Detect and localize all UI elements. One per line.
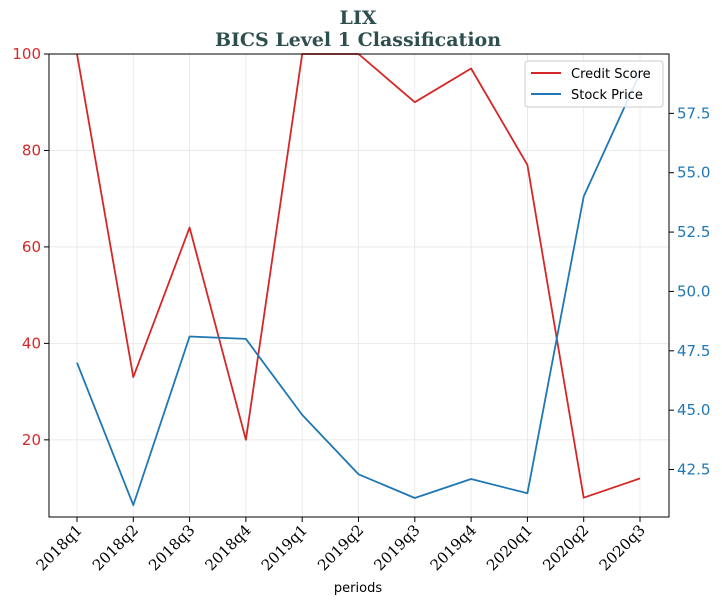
series-line-stock-price xyxy=(76,72,641,507)
x-axis: 2018q1 2018q2 2018q3 2018q4 2019q1 2019q2 2019… xyxy=(33,517,649,574)
right-tick-label: 57.5 xyxy=(677,104,710,122)
chart-title: LIX xyxy=(340,7,377,29)
left-tick-label: 60 xyxy=(22,238,41,256)
right-tick-label: 47.5 xyxy=(677,342,710,360)
left-tick-label: 100 xyxy=(12,45,41,63)
x-axis-label: periods xyxy=(334,581,382,596)
right-tick-label: 52.5 xyxy=(677,223,710,241)
chart-subtitle: BICS Level 1 Classification xyxy=(215,29,501,51)
x-tick-label: 2018q4 xyxy=(201,521,254,574)
left-tick-label: 80 xyxy=(22,141,41,159)
left-tick-label: 20 xyxy=(22,431,41,449)
x-tick-label: 2018q3 xyxy=(145,521,198,574)
x-tick-label: 2018q1 xyxy=(33,521,86,574)
legend-label-credit-score: Credit Score xyxy=(571,67,651,82)
x-tick-label: 2020q3 xyxy=(596,521,649,574)
x-tick-label: 2019q4 xyxy=(427,521,480,574)
left-axis: 20 40 60 80 100 xyxy=(12,45,49,449)
x-tick-label: 2019q3 xyxy=(370,521,423,574)
x-tick-label: 2020q1 xyxy=(483,521,536,574)
left-tick-label: 40 xyxy=(22,334,41,352)
right-tick-label: 42.5 xyxy=(677,461,710,479)
x-tick-label: 2018q2 xyxy=(89,521,142,574)
right-tick-label: 55.0 xyxy=(677,164,710,182)
x-tick-label: 2019q2 xyxy=(314,521,367,574)
right-tick-label: 45.0 xyxy=(677,401,710,419)
right-tick-label: 50.0 xyxy=(677,282,710,300)
x-tick-label: 2020q2 xyxy=(539,521,592,574)
right-axis: 42.5 45.0 47.5 50.0 52.5 55.0 57.5 xyxy=(669,104,710,479)
x-tick-label: 2019q1 xyxy=(258,521,311,574)
legend-label-stock-price: Stock Price xyxy=(571,88,643,103)
grid xyxy=(49,53,669,517)
legend: Credit Score Stock Price xyxy=(524,60,664,108)
